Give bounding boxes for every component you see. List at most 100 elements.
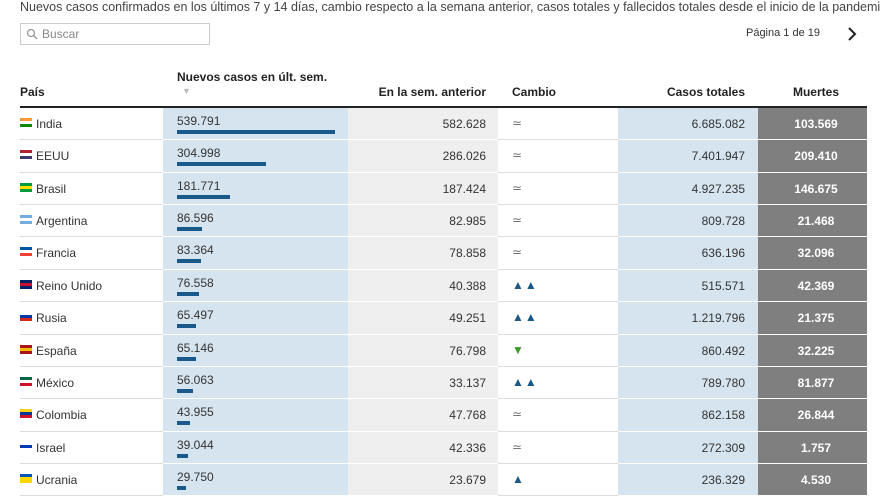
new-cases: 65.146 [177,340,214,355]
flag [20,247,32,257]
country: Argentina [36,214,88,229]
total: 789.780 [701,375,745,390]
row-rule [618,268,867,270]
change: ▲▲ [512,277,538,292]
bar [177,324,197,329]
bar [177,194,231,199]
row-rule [498,430,618,432]
new-cases: 43.955 [177,405,214,420]
row-rule [20,268,163,270]
row-rule [20,139,163,141]
country: España [36,343,77,358]
row-rule [618,171,867,173]
row-rule [20,301,163,303]
row-rule [618,301,867,303]
next-page[interactable] [846,26,858,42]
total: 4.927.235 [691,181,745,196]
row-rule [20,430,163,432]
previous: 49.251 [449,311,486,326]
previous: 47.768 [449,408,486,423]
header: Muertes [792,85,839,99]
change: ≃ [512,180,524,195]
country: Colombia [36,408,87,423]
previous: 42.336 [449,440,486,455]
row-rule [163,301,498,303]
row-rule [163,171,498,173]
deaths: 81.877 [797,375,835,390]
description: Nuevos casos confirmados en los últimos … [20,0,880,14]
row-rule [20,398,163,400]
header: País [20,85,45,99]
row-rule [20,236,163,238]
bar [177,485,186,490]
total: 862.158 [701,408,745,423]
new-cases: 86.596 [177,211,214,226]
previous: 582.628 [442,117,486,131]
row-rule [618,236,867,238]
total: 860.492 [701,343,745,358]
row-rule [163,462,498,464]
search-box[interactable]: Buscar [20,23,210,45]
row-rule [498,333,618,335]
row-rule [20,365,163,367]
deaths: 21.375 [797,311,835,326]
row-rule [618,398,867,400]
header: Nuevos casos en últ. sem. [177,70,328,84]
row-rule [498,365,618,367]
deaths: 1.757 [800,440,832,455]
change: ≃ [512,116,524,130]
country: EEUU [36,149,70,164]
row-rule [163,139,498,141]
bar [177,291,200,296]
flag [20,441,32,451]
country: México [36,375,75,390]
change: ▼ [512,342,525,357]
deaths: 42.369 [797,278,835,293]
new-cases: 76.558 [177,275,214,290]
bar [177,259,202,264]
previous: 33.137 [449,375,486,390]
row-rule [20,462,163,464]
flag [20,376,32,386]
row-rule [163,430,498,432]
change: ≃ [512,245,524,260]
header: En la sem. anterior [378,85,486,99]
deaths: 32.225 [797,343,835,358]
change: ▲▲ [512,310,538,325]
flag [20,118,32,127]
row-rule [163,268,498,270]
new-cases: 56.063 [177,372,214,387]
deaths: 26.844 [797,408,835,423]
change: ▲▲ [512,374,538,389]
pagination: Página 1 de 19 [745,27,820,39]
country: Rusia [36,311,67,326]
previous: 286.026 [442,149,486,164]
country: Reino Unido [36,278,103,293]
country: Brasil [36,181,67,196]
new-cases: 181.771 [177,178,221,193]
header: Cambio [512,85,557,99]
change: ≃ [512,213,524,228]
row-rule [163,236,498,238]
row-rule [498,462,618,464]
row-rule [20,204,163,206]
row-rule [618,462,867,464]
search-placeholder: Buscar [42,27,80,41]
flag [20,150,32,160]
new-cases: 39.044 [177,437,214,452]
row-rule [618,139,867,141]
change: ≃ [512,439,524,454]
change: ≃ [512,148,524,163]
row-rule [498,139,618,141]
row-rule [618,333,867,335]
search-icon [26,28,38,40]
flag [20,473,32,483]
flag [20,182,32,192]
total: 636.196 [701,246,745,261]
bar [177,356,197,361]
row-rule [163,333,498,335]
sort-icon: ▼ [182,86,191,96]
total: 1.219.796 [691,311,745,326]
row-rule [618,365,867,367]
